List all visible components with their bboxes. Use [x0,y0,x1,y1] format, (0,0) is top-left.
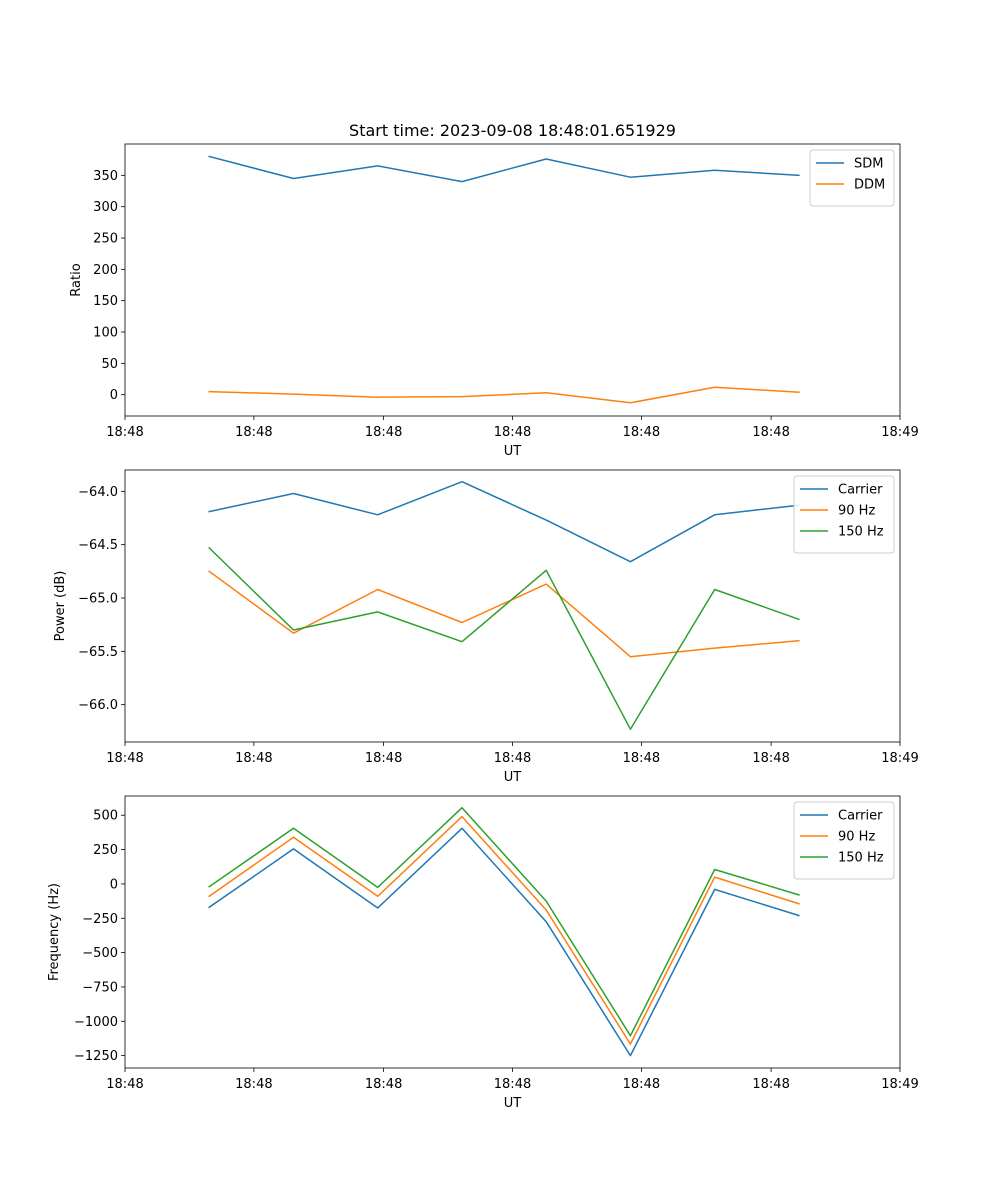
y-tick-label: 250 [93,232,118,247]
x-tick-label: 18:48 [365,1077,402,1092]
chart-title: Start time: 2023-09-08 18:48:01.651929 [349,121,676,140]
plot-frame [124,795,901,1069]
legend-label: DDM [854,178,885,193]
series-line-150-hz [208,806,800,1037]
plot-frame [124,469,901,743]
x-tick-label: 18:49 [881,425,918,440]
x-tick-label: 18:49 [881,751,918,766]
legend-label: 150 Hz [838,851,884,866]
x-tick-label: 18:48 [365,425,402,440]
y-tick-label: −750 [82,980,118,995]
y-tick-label: 150 [93,294,118,309]
series-line-ddm [208,386,800,404]
legend-box [809,149,895,207]
y-tick-label: −64.0 [78,485,118,500]
y-tick-label: −250 [82,912,118,927]
x-tick-label: 18:48 [106,425,143,440]
x-tick-label: 18:49 [881,1077,918,1092]
x-tick-label: 18:48 [494,425,531,440]
y-tick-label: 350 [93,169,118,184]
y-axis-label: Frequency (Hz) [47,883,62,981]
x-axis-label: UT [504,444,522,459]
x-tick-label: 18:48 [235,1077,272,1092]
y-tick-label: 200 [93,263,118,278]
x-tick-label: 18:48 [365,751,402,766]
series-line-sdm [208,155,800,183]
legend-label: Carrier [838,809,883,824]
power-panel: 18:48 18:48 18:48 18:48 18:48 18:48 18:49 −64.0… [53,469,919,785]
legend-box [793,801,895,880]
x-tick-label: 18:48 [106,1077,143,1092]
y-tick-label: 300 [93,200,118,215]
y-tick-label: −1000 [74,1015,118,1030]
y-axis-label: Power (dB) [53,571,68,642]
x-tick-label: 18:48 [494,751,531,766]
y-tick-label: −500 [82,946,118,961]
y-tick-label: 250 [93,843,118,858]
legend-label: Carrier [838,483,883,498]
y-tick-label: −64.5 [78,538,118,553]
x-tick-label: 18:48 [494,1077,531,1092]
ratio-panel: 18:48 18:48 18:48 18:48 18:48 18:48 18:49 350 30… [69,143,919,459]
x-tick-label: 18:48 [623,425,660,440]
x-axis-label: UT [504,770,522,785]
x-tick-label: 18:48 [752,1077,789,1092]
y-axis-label: Ratio [69,263,84,296]
y-tick-label: 0 [110,877,118,892]
x-tick-label: 18:48 [106,751,143,766]
x-tick-label: 18:48 [623,1077,660,1092]
series-line-90-hz [208,570,800,658]
frequency-panel: 18:48 18:48 18:48 18:48 18:48 18:48 18:49 500 25… [47,795,919,1111]
series-line-carrier [208,827,800,1057]
y-tick-label: 0 [110,388,118,403]
x-tick-label: 18:48 [752,751,789,766]
plot-frame [124,143,901,417]
x-tick-label: 18:48 [235,751,272,766]
y-tick-label: 50 [101,357,118,372]
legend-box [793,475,895,554]
y-tick-label: −1250 [74,1049,118,1064]
series-line-150-hz [208,546,800,730]
legend-label: 150 Hz [838,525,884,540]
legend-label: 90 Hz [838,504,875,519]
y-tick-label: −66.0 [78,698,118,713]
legend-label: 90 Hz [838,830,875,845]
y-tick-label: 500 [93,809,118,824]
series-line-90-hz [208,815,800,1045]
y-tick-label: 100 [93,326,118,341]
x-tick-label: 18:48 [623,751,660,766]
x-axis-label: UT [504,1096,522,1111]
y-tick-label: −65.0 [78,592,118,607]
y-tick-label: −65.5 [78,645,118,660]
x-tick-label: 18:48 [752,425,789,440]
legend-label: SDM [854,157,883,172]
series-line-carrier [208,480,800,563]
x-tick-label: 18:48 [235,425,272,440]
